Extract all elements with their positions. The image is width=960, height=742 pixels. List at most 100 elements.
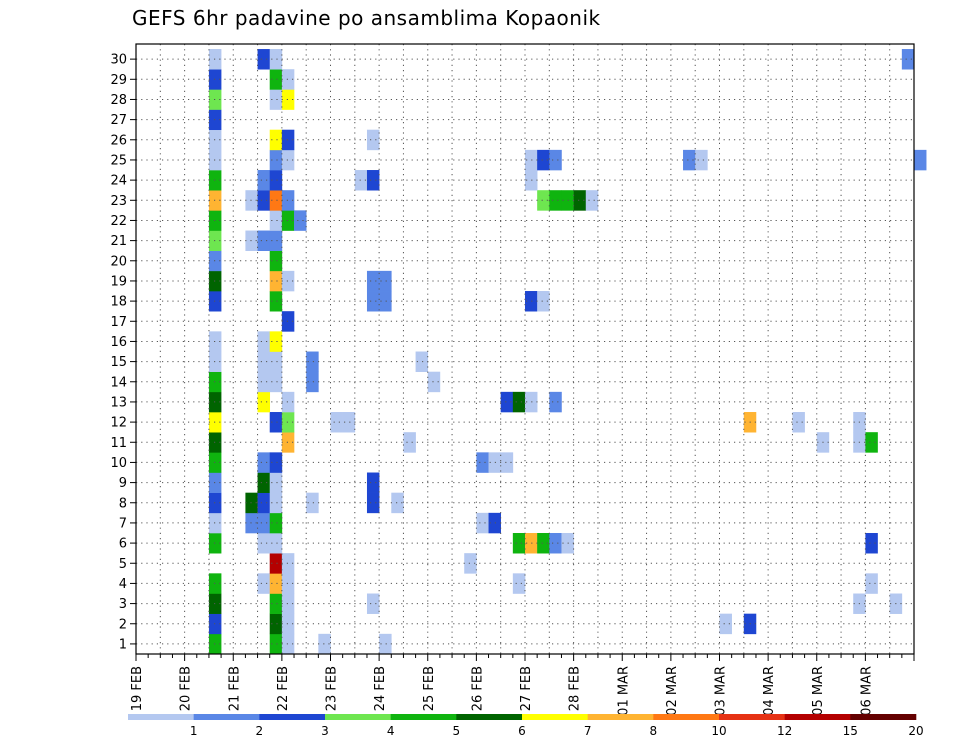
heatmap-cell bbox=[257, 351, 271, 372]
heatmap-cell bbox=[281, 391, 295, 413]
y-tick-label: 8 bbox=[119, 496, 127, 511]
heatmap-cell bbox=[366, 170, 380, 191]
y-tick-label: 6 bbox=[119, 537, 127, 552]
x-tick-label: 04 MAR bbox=[762, 666, 777, 716]
heatmap-cell bbox=[512, 533, 526, 554]
colorbar-label: 7 bbox=[584, 724, 592, 738]
heatmap-cell bbox=[865, 533, 878, 554]
x-tick-label: 20 FEB bbox=[179, 666, 194, 711]
heatmap-cell bbox=[257, 512, 271, 534]
colorbar-label: 10 bbox=[711, 724, 726, 738]
colorbar-segment bbox=[653, 714, 720, 720]
y-tick-label: 30 bbox=[110, 53, 127, 68]
heatmap-cell bbox=[281, 129, 295, 151]
x-tick-label: 24 FEB bbox=[373, 666, 388, 711]
heatmap-cell bbox=[281, 210, 295, 231]
heatmap-cell bbox=[269, 452, 283, 473]
x-tick-label: 21 FEB bbox=[227, 666, 242, 711]
y-tick-label: 1 bbox=[119, 637, 127, 652]
y-tick-label: 14 bbox=[110, 375, 127, 390]
heatmap-cell bbox=[257, 190, 271, 211]
colorbar-label: 3 bbox=[321, 724, 329, 738]
colorbar-segment bbox=[390, 714, 457, 720]
heatmap-cell bbox=[792, 412, 805, 433]
y-axis: 1234567891011121314151617181920212223242… bbox=[110, 53, 136, 652]
x-tick-label: 23 FEB bbox=[325, 666, 340, 711]
colorbar-label: 12 bbox=[777, 724, 792, 738]
heatmap-cell bbox=[549, 533, 562, 554]
heatmap-cell bbox=[257, 230, 271, 251]
heatmap-cell bbox=[500, 452, 514, 473]
heatmap-cell bbox=[379, 291, 392, 312]
x-tick-label: 28 FEB bbox=[568, 666, 583, 711]
y-tick-label: 3 bbox=[119, 597, 127, 612]
heatmap-cell bbox=[269, 512, 283, 534]
chart-title: GEFS 6hr padavine po ansamblima Kopaonik bbox=[132, 6, 601, 30]
heatmap-cell bbox=[573, 190, 587, 211]
heatmap-cell bbox=[306, 351, 319, 372]
colorbar-segment bbox=[193, 714, 260, 720]
colorbar-segment bbox=[850, 714, 917, 720]
x-tick-label: 22 FEB bbox=[276, 666, 291, 711]
y-tick-label: 13 bbox=[110, 395, 127, 410]
x-tick-label: 19 FEB bbox=[130, 666, 145, 711]
y-tick-label: 18 bbox=[110, 295, 127, 310]
heatmap-cell bbox=[269, 573, 283, 594]
heatmap-cell bbox=[683, 149, 696, 171]
heatmap-cell bbox=[257, 573, 271, 594]
y-tick-label: 5 bbox=[119, 557, 127, 572]
heatmap-cell bbox=[245, 512, 258, 534]
heatmap-cell bbox=[865, 432, 878, 453]
heatmap-cell bbox=[269, 230, 283, 251]
heatmap-cell bbox=[269, 553, 283, 574]
heatmap-cell bbox=[379, 633, 392, 655]
heatmap-cells bbox=[208, 49, 927, 655]
heatmap-cell bbox=[269, 472, 283, 493]
heatmap-cell bbox=[901, 49, 915, 70]
heatmap-cell bbox=[269, 49, 283, 70]
colorbar-label: 15 bbox=[843, 724, 858, 738]
colorbar-label: 4 bbox=[387, 724, 395, 738]
colorbar-label: 20 bbox=[908, 724, 923, 738]
heatmap-cell bbox=[257, 452, 271, 473]
heatmap-cell bbox=[476, 512, 489, 534]
y-tick-label: 12 bbox=[110, 416, 127, 431]
x-tick-label: 27 FEB bbox=[519, 666, 534, 711]
heatmap-cell bbox=[269, 89, 283, 110]
heatmap-cell bbox=[914, 149, 927, 171]
colorbar-segment bbox=[456, 714, 523, 720]
heatmap-cell bbox=[366, 593, 380, 614]
heatmap-cell bbox=[403, 432, 416, 453]
y-tick-label: 11 bbox=[110, 436, 127, 451]
heatmap-cell bbox=[257, 391, 271, 413]
heatmap-cell bbox=[269, 291, 283, 312]
heatmap-cell bbox=[391, 492, 404, 514]
y-tick-label: 29 bbox=[110, 73, 127, 88]
heatmap-cell bbox=[585, 190, 599, 211]
heatmap-cell bbox=[865, 573, 878, 594]
y-tick-label: 9 bbox=[119, 476, 127, 491]
heatmap-cell bbox=[269, 210, 283, 231]
y-tick-label: 21 bbox=[110, 234, 127, 249]
colorbar-segment bbox=[587, 714, 654, 720]
heatmap-cell bbox=[269, 533, 283, 554]
x-tick-label: 03 MAR bbox=[714, 666, 729, 716]
heatmap-cell bbox=[464, 553, 477, 574]
heatmap-cell bbox=[281, 593, 295, 614]
heatmap-cell bbox=[269, 250, 283, 272]
heatmap-cell bbox=[281, 553, 295, 574]
heatmap-cell bbox=[500, 391, 514, 413]
y-tick-label: 26 bbox=[110, 133, 127, 148]
x-tick-label: 06 MAR bbox=[859, 666, 874, 716]
heatmap-cell bbox=[269, 412, 283, 433]
colorbar-label: 8 bbox=[649, 724, 657, 738]
heatmap-cell bbox=[281, 69, 295, 90]
heatmap-cell bbox=[537, 190, 550, 211]
heatmap-cell bbox=[269, 129, 283, 151]
heatmap-cell bbox=[342, 412, 356, 433]
plot-frame bbox=[135, 43, 915, 655]
heatmap-cell bbox=[269, 69, 283, 90]
x-tick-label: 01 MAR bbox=[616, 666, 631, 716]
heatmap-cell bbox=[281, 149, 295, 171]
